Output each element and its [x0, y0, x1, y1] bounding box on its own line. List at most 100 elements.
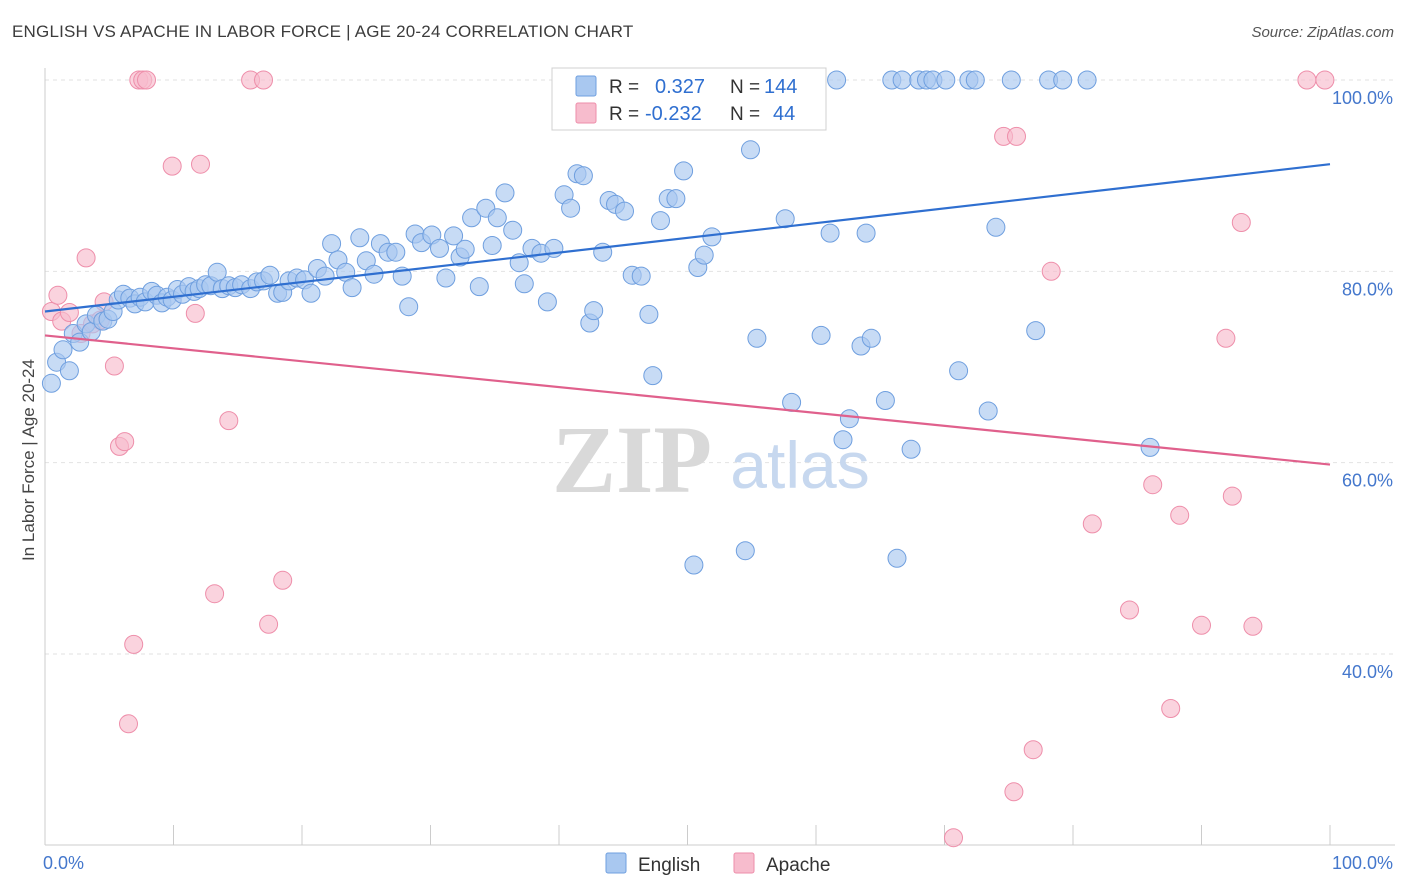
english-point: [631, 266, 651, 286]
english-point: [702, 227, 722, 247]
english-point: [839, 409, 859, 429]
apache-point: [185, 303, 205, 323]
legend-n-value-english: 144: [764, 76, 797, 98]
chart-title: ENGLISH VS APACHE IN LABOR FORCE | AGE 2…: [12, 22, 634, 41]
english-point: [666, 189, 686, 209]
english-point: [514, 274, 534, 294]
english-point: [986, 217, 1006, 237]
english-point: [820, 223, 840, 243]
english-point: [315, 266, 335, 286]
english-point: [399, 297, 419, 317]
apache-point: [191, 154, 210, 174]
trend-lines: [44, 163, 1331, 466]
apache-trend-line: [44, 334, 1331, 466]
english-point: [482, 236, 502, 255]
english-point: [674, 161, 694, 181]
english-point: [322, 234, 342, 254]
english-point: [811, 325, 831, 345]
apache-point: [259, 614, 279, 634]
english-point: [827, 70, 847, 90]
english-point: [936, 70, 956, 90]
english-point: [643, 366, 663, 386]
english-point: [584, 301, 604, 321]
english-point: [1026, 321, 1046, 341]
english-point: [430, 238, 449, 258]
apache-point: [1216, 328, 1236, 348]
legend-n-value-apache: 44: [773, 103, 795, 125]
english-point: [782, 392, 802, 412]
apache-point: [219, 411, 239, 431]
english-point: [260, 265, 280, 285]
english-point: [741, 140, 760, 160]
english-point: [53, 340, 73, 360]
x-tick-label: 100.0%: [1332, 853, 1393, 873]
english-point: [887, 548, 907, 568]
english-point: [892, 70, 912, 90]
y-tick-label: 80.0%: [1342, 279, 1393, 299]
english-point: [436, 268, 456, 288]
apache-point: [137, 70, 156, 90]
english-point: [978, 401, 998, 421]
axes: [44, 68, 1395, 846]
apache-point: [104, 356, 124, 376]
english-trend-line: [44, 163, 1331, 313]
apache-point: [1023, 740, 1043, 760]
apache-point: [1170, 505, 1190, 525]
apache-point: [59, 303, 79, 322]
x-tick-label: 0.0%: [43, 853, 84, 873]
y-tick-label: 100.0%: [1332, 88, 1393, 108]
apache-point: [1004, 782, 1024, 802]
apache-point: [1222, 486, 1242, 506]
watermark-zip: ZIP: [552, 406, 712, 513]
y-tick-labels: 40.0% 60.0% 80.0% 100.0%: [1332, 88, 1393, 682]
apache-point: [1007, 126, 1026, 146]
bottom-legend-swatch-apache: [733, 852, 755, 874]
apache-points: [41, 70, 1335, 848]
legend-n-label-english: N =: [730, 77, 760, 98]
english-point: [495, 183, 515, 203]
english-point: [1077, 70, 1097, 90]
english-point: [651, 211, 670, 231]
apache-point: [1120, 600, 1139, 620]
apache-point: [1143, 475, 1163, 495]
english-point: [537, 292, 557, 312]
english-point: [735, 541, 755, 561]
legend-swatch-english: [575, 75, 597, 97]
legend-r-label-apache: R =: [609, 104, 639, 125]
apache-point: [944, 828, 963, 848]
watermark: ZIP atlas: [552, 406, 870, 513]
bottom-legend-swatch-english: [605, 852, 627, 874]
english-point: [615, 201, 634, 221]
apache-point: [1297, 70, 1317, 90]
grid-lines: [45, 79, 1395, 655]
english-point: [444, 226, 464, 246]
english-point: [1053, 70, 1073, 90]
apache-point: [1315, 70, 1335, 90]
apache-point: [273, 570, 293, 590]
english-point: [573, 166, 593, 186]
apache-point: [254, 70, 273, 90]
english-point: [875, 391, 895, 410]
english-point: [965, 70, 985, 90]
english-point: [350, 228, 370, 248]
apache-point: [1231, 213, 1251, 232]
legend-r-label-english: R =: [609, 77, 639, 98]
apache-point: [1192, 615, 1211, 635]
source-label: Source: ZipAtlas.com: [1251, 24, 1394, 41]
english-point: [41, 373, 61, 393]
english-point: [639, 304, 659, 324]
english-point: [684, 555, 704, 575]
english-point: [386, 242, 406, 262]
english-point: [469, 277, 489, 297]
english-point: [301, 283, 321, 303]
english-point: [833, 430, 853, 450]
english-point: [59, 361, 79, 381]
apache-point: [119, 714, 138, 734]
apache-point: [1161, 699, 1181, 718]
apache-point: [205, 584, 225, 604]
y-tick-label: 60.0%: [1342, 471, 1393, 491]
legend-r-value-apache: -0.232: [645, 103, 702, 125]
apache-point: [162, 156, 182, 176]
apache-point: [1082, 514, 1102, 534]
